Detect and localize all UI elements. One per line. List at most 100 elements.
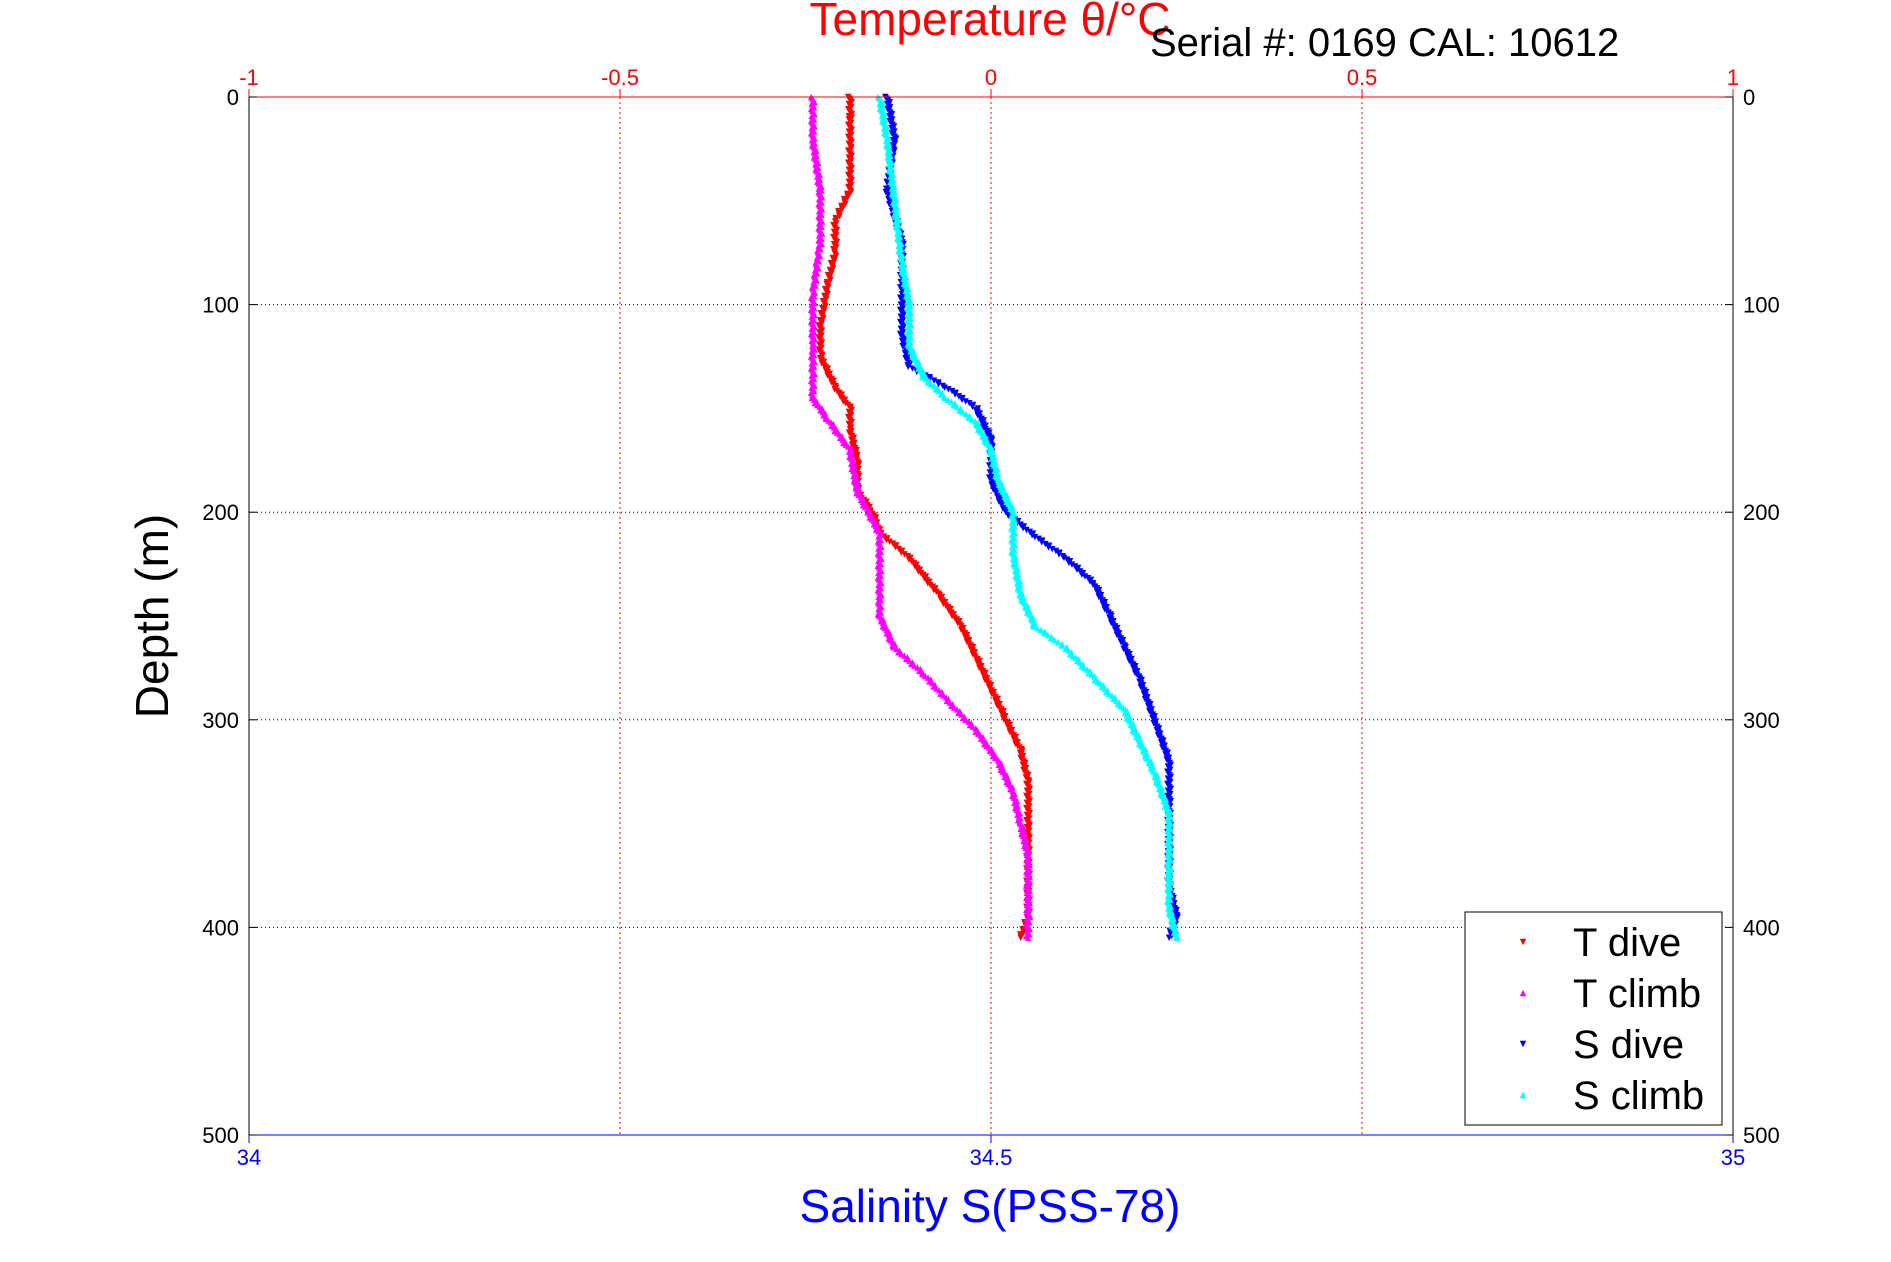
data-point [930,377,938,384]
data-point [944,396,952,403]
data-point [900,299,907,307]
data-point [833,244,840,251]
data-point [1019,752,1027,760]
data-point [1026,778,1033,786]
data-point [958,396,966,403]
data-point [900,311,907,319]
data-point [1084,574,1092,582]
data-point [885,187,892,194]
legend-entry-label: T dive [1573,921,1681,965]
data-point [941,384,948,391]
depth-tick-label-right: 0 [1743,85,1755,110]
data-point [1167,773,1175,781]
data-point [830,265,837,272]
data-point [854,451,861,459]
serial-annotation: Serial #: 0169 CAL: 10612 [1150,21,1619,65]
data-point [848,182,855,189]
data-point [820,308,828,315]
data-point [1026,810,1034,817]
data-point [1026,827,1033,834]
data-point [1063,556,1071,563]
y-axis-label: Depth (m) [126,514,178,718]
data-point [904,552,912,560]
data-point [1035,535,1042,543]
data-point [853,446,860,454]
data-point [818,332,825,339]
data-point [901,336,908,343]
data-point [1519,1040,1527,1048]
depth-tick-label-right: 100 [1743,293,1780,318]
data-point [948,387,956,395]
data-point [941,394,948,402]
data-point [1019,525,1027,532]
data-point [848,152,856,160]
data-point [1519,1091,1527,1099]
data-point [818,344,825,352]
data-point [828,270,835,277]
data-point [818,327,826,334]
data-point [848,119,855,127]
data-point [914,564,921,572]
data-point [1026,785,1034,793]
data-point [850,434,858,442]
data-point [1049,546,1056,553]
data-point [833,239,841,246]
data-point [1026,797,1034,805]
data-point [1042,540,1049,548]
data-point [1076,568,1084,575]
data-point [813,270,821,277]
data-point [962,410,970,418]
data-point [1073,566,1081,573]
data-point [969,403,976,410]
data-point [1058,642,1065,649]
data-point [1055,638,1062,646]
data-point [825,284,832,291]
data-point [1002,509,1010,516]
data-point [844,194,852,201]
depth-tick-label-right: 200 [1743,500,1780,525]
depth-tick-label-left: 300 [202,708,239,733]
data-point [901,551,908,558]
data-point [917,569,925,577]
data-point [1519,938,1527,946]
data-point [910,559,918,567]
data-point [893,135,900,142]
salinity-tick-label: 35 [1721,1145,1745,1170]
data-point [921,575,928,582]
data-point [848,176,856,184]
data-point [1024,934,1032,941]
data-point [915,568,922,575]
data-point [848,131,855,139]
data-point [848,157,855,165]
data-point [1026,790,1033,798]
data-point [924,580,932,587]
data-point [848,406,856,414]
data-point [989,472,996,480]
data-point [950,401,957,409]
data-point [911,563,919,570]
depth-tick-label-right: 300 [1743,708,1780,733]
data-point [889,540,897,547]
data-point [820,315,827,322]
depth-tick-label-left: 400 [202,915,239,940]
data-point [1071,563,1079,570]
data-point [886,104,894,111]
data-point [899,304,907,312]
data-point [1167,785,1175,793]
data-point [898,549,905,556]
data-point [817,246,824,253]
depth-tick-label-left: 500 [202,1123,239,1148]
data-point [818,320,826,327]
data-point [851,439,858,447]
data-point [848,126,856,134]
data-point [1174,913,1181,921]
data-point [1068,561,1076,568]
depth-tick-label-right: 500 [1743,1123,1780,1148]
data-point [845,112,853,120]
data-point [1005,512,1012,519]
legend-entry-label: S dive [1573,1023,1684,1067]
data-point [890,152,897,160]
data-point [1026,846,1034,853]
data-point [816,252,824,260]
data-point [1519,989,1527,997]
